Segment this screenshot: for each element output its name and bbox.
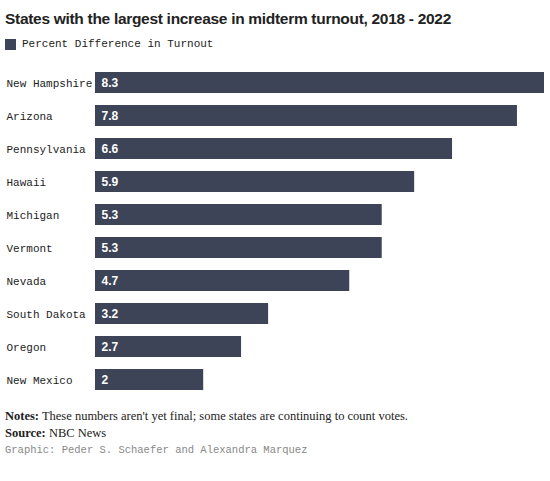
svg-text:8.3: 8.3 — [102, 76, 119, 90]
svg-text:3.2: 3.2 — [102, 307, 119, 321]
svg-text:7.8: 7.8 — [102, 109, 119, 123]
svg-text:Michigan: Michigan — [7, 210, 60, 222]
svg-text:2: 2 — [102, 373, 109, 387]
svg-text:5.9: 5.9 — [102, 175, 119, 189]
html-text:States with the largest increa: States with the largest increase in midt… — [5, 10, 451, 27]
svg-text:6.6: 6.6 — [102, 142, 119, 156]
html-text:Notes: These numbers aren't ye: Notes: These numbers aren't yet final; s… — [5, 409, 408, 423]
svg-text:Arizona: Arizona — [7, 111, 54, 123]
svg-text:Vermont: Vermont — [7, 243, 53, 255]
svg-text:2.7: 2.7 — [102, 340, 119, 354]
svg-text:Hawaii: Hawaii — [7, 177, 47, 189]
svg-text:4.7: 4.7 — [102, 274, 119, 288]
svg-text:Oregon: Oregon — [7, 342, 47, 354]
html-text:Graphic: Peder S. Schaefer and: Graphic: Peder S. Schaefer and Alexandra… — [5, 444, 308, 456]
svg-text:New Mexico: New Mexico — [7, 375, 73, 387]
svg-text:Nevada: Nevada — [7, 276, 47, 288]
html-text:Percent Difference in Turnout: Percent Difference in Turnout — [22, 38, 214, 50]
svg-text:South Dakota: South Dakota — [7, 309, 87, 321]
html-text:Source: NBC News: Source: NBC News — [5, 426, 107, 440]
svg-text:Pennsylvania: Pennsylvania — [7, 144, 87, 156]
svg-text:5.3: 5.3 — [102, 208, 119, 222]
svg-text:5.3: 5.3 — [102, 241, 119, 255]
svg-text:New Hampshire: New Hampshire — [7, 78, 93, 90]
